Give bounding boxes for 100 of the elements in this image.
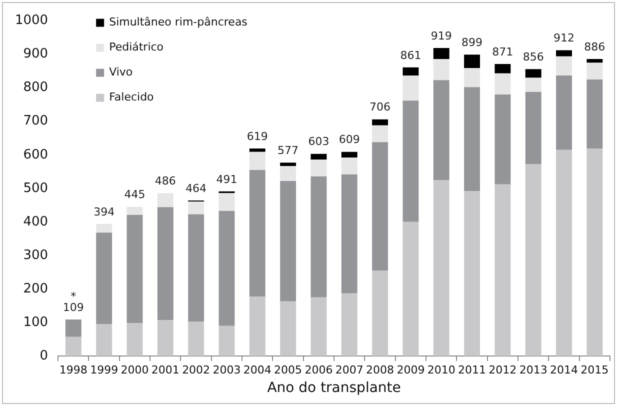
bar	[218, 326, 235, 356]
bar	[402, 67, 419, 76]
bar	[96, 224, 112, 233]
bar	[586, 79, 603, 149]
bar	[525, 92, 542, 164]
x-tick-label: 2009	[396, 363, 425, 376]
bar	[494, 64, 511, 74]
bar	[188, 321, 204, 356]
bar	[126, 206, 143, 215]
bar	[157, 193, 174, 208]
bar	[341, 293, 358, 356]
bar	[280, 166, 296, 182]
bar	[280, 301, 296, 356]
bar	[402, 222, 419, 356]
total-label: 577	[278, 144, 299, 157]
bar	[556, 56, 572, 76]
bar	[556, 150, 572, 356]
bar	[372, 125, 388, 142]
bar	[126, 323, 143, 356]
y-tick-label: 400	[23, 214, 48, 230]
x-tick-label: 2012	[488, 363, 517, 376]
bar	[188, 214, 204, 322]
x-tick-label: 2006	[304, 363, 333, 376]
total-label: 394	[94, 205, 115, 218]
y-tick-label: 1000	[14, 13, 48, 28]
annotation: *	[70, 290, 77, 303]
bar	[310, 297, 327, 356]
y-tick-label: 700	[23, 114, 48, 129]
bar	[218, 210, 235, 326]
total-label: 899	[462, 36, 483, 50]
bar	[65, 336, 82, 356]
total-label: 912	[554, 32, 575, 45]
bar	[96, 324, 112, 356]
x-tick-label: 2001	[151, 363, 180, 376]
x-tick-label: 2008	[366, 363, 394, 376]
bar	[433, 48, 450, 60]
bar	[464, 54, 480, 68]
total-label: 886	[584, 40, 606, 54]
x-tick-label: 1999	[90, 363, 118, 376]
y-tick-label: 900	[23, 46, 48, 62]
legend-label: Falecido	[109, 90, 154, 104]
y-tick-label: 0	[40, 348, 48, 364]
bar	[494, 94, 511, 184]
bar	[341, 152, 358, 158]
y-tick-label: 300	[23, 248, 48, 263]
y-tick-label: 100	[23, 314, 48, 330]
total-label: 706	[370, 100, 391, 114]
bar	[249, 296, 266, 356]
total-label: 491	[216, 172, 238, 186]
x-tick-label: 2007	[335, 363, 364, 376]
total-label: 619	[246, 130, 268, 143]
x-tick-label: 2014	[550, 363, 578, 376]
y-tick-label: 800	[23, 80, 48, 96]
bar	[494, 73, 511, 95]
x-tick-label: 2000	[120, 363, 149, 376]
bar	[280, 162, 296, 166]
bar	[464, 191, 480, 356]
x-tick-label: 2003	[212, 363, 241, 376]
bar	[525, 78, 542, 92]
bar	[586, 148, 603, 356]
bar	[586, 59, 603, 63]
bar	[249, 152, 266, 170]
bar	[310, 176, 327, 298]
legend-label: Vivo	[109, 66, 133, 79]
x-tick-label: 2002	[182, 363, 210, 376]
y-tick-label: 500	[23, 180, 48, 196]
bar	[249, 148, 266, 152]
bar	[157, 207, 174, 320]
total-label: 464	[186, 182, 207, 195]
bar	[341, 174, 358, 294]
total-label: 856	[522, 50, 544, 64]
bar	[188, 201, 204, 214]
bar	[65, 319, 82, 337]
total-label: 861	[400, 48, 422, 62]
bar	[249, 170, 266, 297]
x-tick-label: 2015	[580, 363, 609, 376]
bar	[402, 100, 419, 222]
bar	[464, 68, 480, 88]
bar	[218, 193, 235, 211]
x-tick-label: 2004	[243, 363, 272, 376]
bar	[402, 75, 419, 101]
bar	[525, 69, 542, 78]
bar	[157, 320, 174, 356]
bar	[433, 59, 450, 80]
bar	[525, 164, 542, 356]
legend-label: Pediátrico	[109, 40, 164, 54]
bar	[433, 80, 450, 180]
x-tick-label: 2010	[427, 363, 456, 376]
bar	[433, 180, 450, 356]
y-tick-label: 600	[23, 147, 48, 162]
total-label: 871	[492, 45, 514, 58]
bar	[556, 50, 572, 56]
bar	[556, 75, 572, 150]
total-label: 445	[124, 188, 146, 202]
bar	[464, 87, 480, 192]
bar	[280, 181, 296, 302]
total-label: 919	[430, 29, 452, 42]
x-tick-label: 1998	[59, 363, 88, 376]
x-tick-label: 2005	[274, 363, 302, 376]
total-label: 603	[308, 135, 330, 148]
